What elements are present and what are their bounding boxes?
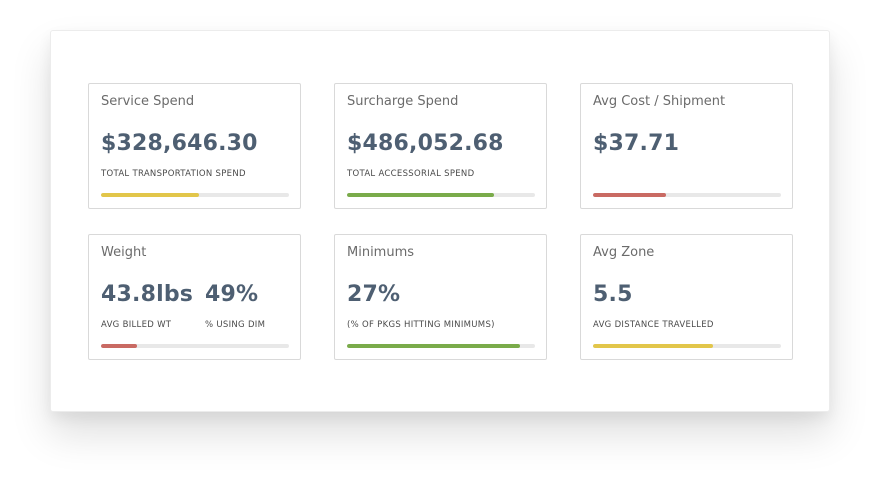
metric-value: $328,646.30: [101, 131, 258, 156]
progress-fill: [101, 193, 199, 197]
progress-fill: [593, 344, 714, 348]
progress-bar: [593, 344, 781, 348]
metric-label: TOTAL TRANSPORTATION SPEND: [101, 169, 246, 179]
progress-bar: [593, 193, 781, 197]
card-surcharge-spend[interactable]: Surcharge Spend $486,052.68 TOTAL ACCESS…: [334, 83, 547, 209]
metric-value-avg-billed-wt: 43.8lbs: [101, 282, 194, 307]
card-title: Avg Zone: [593, 245, 655, 260]
progress-bar: [347, 344, 535, 348]
progress-fill: [593, 193, 667, 197]
metric-label: (% OF PKGS HITTING MINIMUMS): [347, 320, 495, 330]
progress-fill: [347, 344, 520, 348]
progress-bar: [101, 193, 289, 197]
metric-value: 5.5: [593, 282, 633, 307]
metric-label: AVG DISTANCE TRAVELLED: [593, 320, 714, 330]
card-weight[interactable]: Weight 43.8lbs AVG BILLED WT 49% % USING…: [88, 234, 301, 360]
metric-label: TOTAL ACCESSORIAL SPEND: [347, 169, 475, 179]
progress-fill: [101, 344, 137, 348]
metric-value-using-dim: 49%: [205, 282, 259, 307]
card-title: Surcharge Spend: [347, 94, 459, 109]
progress-bar: [101, 344, 289, 348]
card-title: Service Spend: [101, 94, 195, 109]
card-avg-zone[interactable]: Avg Zone 5.5 AVG DISTANCE TRAVELLED: [580, 234, 793, 360]
card-service-spend[interactable]: Service Spend $328,646.30 TOTAL TRANSPOR…: [88, 83, 301, 209]
card-minimums[interactable]: Minimums 27% (% OF PKGS HITTING MINIMUMS…: [334, 234, 547, 360]
card-title: Minimums: [347, 245, 415, 260]
metric-label-avg-billed-wt: AVG BILLED WT: [101, 320, 172, 330]
metric-value: $37.71: [593, 131, 680, 156]
progress-bar: [347, 193, 535, 197]
metric-label-using-dim: % USING DIM: [205, 320, 266, 330]
metric-value: $486,052.68: [347, 131, 504, 156]
card-title: Avg Cost / Shipment: [593, 94, 726, 109]
dashboard-panel: Service Spend $328,646.30 TOTAL TRANSPOR…: [50, 30, 830, 412]
card-avg-cost-shipment[interactable]: Avg Cost / Shipment $37.71: [580, 83, 793, 209]
card-title: Weight: [101, 245, 147, 260]
metric-value: 27%: [347, 282, 401, 307]
progress-fill: [347, 193, 494, 197]
